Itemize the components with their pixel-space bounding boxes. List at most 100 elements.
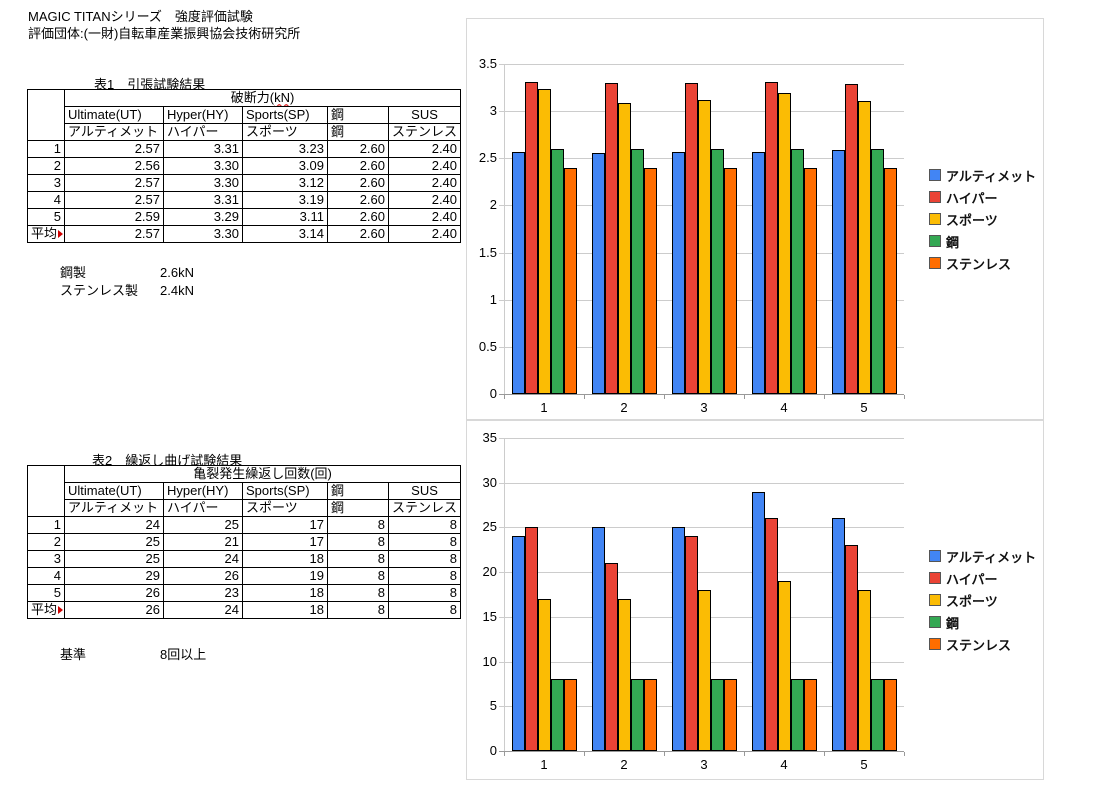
data-cell[interactable]: 8: [388, 584, 462, 602]
data-cell[interactable]: 8: [327, 516, 390, 534]
data-cell[interactable]: 8: [388, 550, 462, 568]
note-row[interactable]: ステンレス製 2.4kN: [60, 282, 194, 299]
span-header-cell[interactable]: 破断力(kN): [64, 89, 462, 107]
data-cell[interactable]: 17: [242, 516, 329, 534]
data-cell[interactable]: 3.19: [242, 191, 329, 209]
data-cell[interactable]: 29: [64, 567, 165, 585]
data-cell[interactable]: 3.30: [163, 174, 244, 192]
row-label-cell[interactable]: 5: [26, 208, 66, 226]
row-label-cell[interactable]: 1: [26, 140, 66, 158]
note-row[interactable]: 基準 8回以上: [60, 646, 206, 663]
data-cell[interactable]: 17: [242, 533, 329, 551]
column-header-cell[interactable]: Hyper(HY): [163, 482, 244, 500]
data-cell[interactable]: 21: [163, 533, 244, 551]
span-header-cell[interactable]: 亀裂発生繰返し回数(回): [64, 465, 462, 483]
row-label-cell[interactable]: 平均: [26, 225, 66, 243]
data-cell[interactable]: 3.31: [163, 140, 244, 158]
data-cell[interactable]: 2.60: [327, 208, 390, 226]
data-cell[interactable]: 8: [388, 601, 462, 619]
column-header-cell[interactable]: SUS: [388, 482, 462, 500]
data-cell[interactable]: 18: [242, 601, 329, 619]
data-cell[interactable]: 2.60: [327, 140, 390, 158]
data-cell[interactable]: 2.60: [327, 157, 390, 175]
column-header-cell[interactable]: 鋼: [327, 123, 390, 141]
data-cell[interactable]: 19: [242, 567, 329, 585]
data-cell[interactable]: 2.60: [327, 225, 390, 243]
legend-item[interactable]: 鋼: [929, 230, 1036, 252]
data-cell[interactable]: 8: [388, 533, 462, 551]
table1[interactable]: 破断力(kN) Ultimate(UT) Hyper(HY) Sports(SP) 鋼 S…: [26, 89, 462, 243]
data-cell[interactable]: 3.30: [163, 157, 244, 175]
data-cell[interactable]: 26: [64, 584, 165, 602]
data-cell[interactable]: 24: [64, 516, 165, 534]
data-cell[interactable]: 25: [64, 533, 165, 551]
column-header-cell[interactable]: スポーツ: [242, 499, 329, 517]
row-label-cell[interactable]: 平均: [26, 601, 66, 619]
row-label-cell[interactable]: 1: [26, 516, 66, 534]
column-header-cell[interactable]: SUS: [388, 106, 462, 124]
row-label-cell[interactable]: 5: [26, 584, 66, 602]
data-cell[interactable]: 8: [327, 567, 390, 585]
table2[interactable]: 亀裂発生繰返し回数(回) Ultimate(UT) Hyper(HY) Sports(…: [26, 465, 462, 619]
data-cell[interactable]: 18: [242, 584, 329, 602]
data-cell[interactable]: 2.56: [64, 157, 165, 175]
data-cell[interactable]: 2.60: [327, 174, 390, 192]
column-header-cell[interactable]: Sports(SP): [242, 106, 329, 124]
corner-cell[interactable]: [26, 465, 66, 517]
column-header-cell[interactable]: Ultimate(UT): [64, 106, 165, 124]
row-label-cell[interactable]: 2: [26, 533, 66, 551]
data-cell[interactable]: 2.57: [64, 174, 165, 192]
data-cell[interactable]: 3.30: [163, 225, 244, 243]
data-cell[interactable]: 2.40: [388, 191, 462, 209]
column-header-cell[interactable]: スポーツ: [242, 123, 329, 141]
data-cell[interactable]: 24: [163, 601, 244, 619]
data-cell[interactable]: 3.09: [242, 157, 329, 175]
chart1-panel[interactable]: 0 0.5 1 1.5 2 2.5 3 3.5 1 2 3 4 5 アルティメット ハイパー スポーツ鋼ステン…: [466, 18, 1044, 420]
column-header-cell[interactable]: ステンレス: [388, 499, 462, 517]
data-cell[interactable]: 25: [64, 550, 165, 568]
legend-item[interactable]: ハイパー: [929, 186, 1036, 208]
data-cell[interactable]: 2.57: [64, 225, 165, 243]
data-cell[interactable]: 3.11: [242, 208, 329, 226]
legend-item[interactable]: アルティメット: [929, 545, 1036, 567]
corner-cell[interactable]: [26, 89, 66, 141]
data-cell[interactable]: 3.23: [242, 140, 329, 158]
column-header-cell[interactable]: 鋼: [327, 106, 390, 124]
data-cell[interactable]: 2.40: [388, 157, 462, 175]
data-cell[interactable]: 26: [64, 601, 165, 619]
data-cell[interactable]: 26: [163, 567, 244, 585]
row-label-cell[interactable]: 4: [26, 567, 66, 585]
data-cell[interactable]: 8: [327, 550, 390, 568]
note-row[interactable]: 鋼製 2.6kN: [60, 264, 194, 281]
data-cell[interactable]: 8: [388, 516, 462, 534]
legend-item[interactable]: ステンレス: [929, 633, 1036, 655]
column-header-cell[interactable]: Ultimate(UT): [64, 482, 165, 500]
data-cell[interactable]: 8: [327, 601, 390, 619]
row-label-cell[interactable]: 4: [26, 191, 66, 209]
data-cell[interactable]: 8: [327, 533, 390, 551]
data-cell[interactable]: 2.40: [388, 208, 462, 226]
column-header-cell[interactable]: 鋼: [327, 499, 390, 517]
data-cell[interactable]: 2.60: [327, 191, 390, 209]
legend-item[interactable]: ステンレス: [929, 252, 1036, 274]
data-cell[interactable]: 18: [242, 550, 329, 568]
column-header-cell[interactable]: アルティメット: [64, 499, 165, 517]
chart2-panel[interactable]: 0 5 10 15 20 25 30 35 1 2 3 4 5 アルティメット ハイパー スポーツ鋼ステンレス: [466, 420, 1044, 780]
data-cell[interactable]: 3.29: [163, 208, 244, 226]
data-cell[interactable]: 3.31: [163, 191, 244, 209]
data-cell[interactable]: 2.40: [388, 225, 462, 243]
row-label-cell[interactable]: 3: [26, 174, 66, 192]
data-cell[interactable]: 3.14: [242, 225, 329, 243]
data-cell[interactable]: 2.40: [388, 174, 462, 192]
data-cell[interactable]: 24: [163, 550, 244, 568]
data-cell[interactable]: 2.57: [64, 191, 165, 209]
data-cell[interactable]: 25: [163, 516, 244, 534]
legend-item[interactable]: アルティメット: [929, 164, 1036, 186]
row-label-cell[interactable]: 3: [26, 550, 66, 568]
data-cell[interactable]: 3.12: [242, 174, 329, 192]
data-cell[interactable]: 8: [327, 584, 390, 602]
legend-item[interactable]: スポーツ: [929, 589, 1036, 611]
data-cell[interactable]: 2.59: [64, 208, 165, 226]
column-header-cell[interactable]: Sports(SP): [242, 482, 329, 500]
column-header-cell[interactable]: 鋼: [327, 482, 390, 500]
